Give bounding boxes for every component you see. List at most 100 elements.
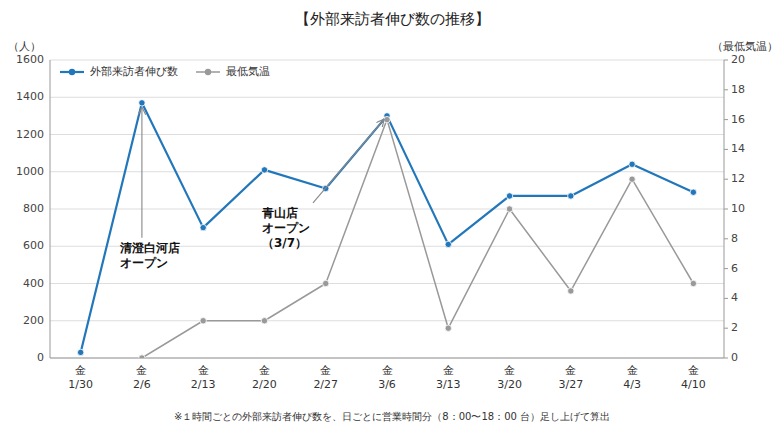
grid-line [50,60,724,61]
x-tick-label-line: 金 [320,364,331,377]
series-marker [261,167,267,173]
annotation-line: オープン [120,256,168,270]
y2-tick [724,238,728,239]
x-tick-label-line: 金 [136,364,147,377]
x-tick-label-line: 3/13 [436,378,461,391]
y2-axis-line [724,60,725,358]
y-axis-line [50,60,51,358]
grid-line [50,209,724,210]
x-tick-label-line: 3/27 [558,378,583,391]
x-tick-label: 金2/13 [191,364,216,391]
series-line [142,120,693,358]
x-axis-line [50,358,724,359]
y2-tick-label: 18 [731,83,745,96]
plot-area [77,100,696,358]
legend-label: 外部来訪者伸び数 [90,65,178,78]
y-tick-label: 800 [23,202,44,215]
y2-tick [724,209,728,210]
annotation-text: 清澄白河店オープン [119,241,180,270]
x-tick-label-line: 金 [75,364,86,377]
y-tick-label: 1000 [16,165,44,178]
annotation-arrow [313,120,384,203]
legend-marker [205,69,211,75]
series-marker [629,161,635,167]
y-tick-label: 600 [23,239,44,252]
y2-tick-label: 4 [731,291,738,304]
x-tick-label-line: 金 [627,364,638,377]
y2-tick [724,298,728,299]
y2-tick-label: 14 [731,142,745,155]
legend-marker [69,69,75,75]
series-marker [568,288,574,294]
series-marker [384,116,390,122]
x-tick-label: 金3/6 [378,364,396,391]
annotation-text: 青山店オープン（3/7） [261,206,310,250]
x-tick-label-line: 1/30 [68,378,93,391]
x-tick-label: 金2/27 [313,364,338,391]
annotation-line: 青山店 [261,206,298,220]
y2-tick-label: 20 [731,53,745,66]
x-tick-label: 金2/20 [252,364,277,391]
grid [50,60,724,358]
y2-tick-label: 10 [731,202,745,215]
footnote: ※１時間ごとの外部来訪者伸び数を、日ごとに営業時間分（8：00〜18：00 台）… [174,411,610,422]
series-marker [261,318,267,324]
x-tick-label-line: 金 [504,364,515,377]
y-tick-label: 0 [37,351,44,364]
y2-tick-label: 0 [731,351,738,364]
x-tick-label-line: 金 [198,364,209,377]
annotation-arrow [141,108,142,238]
x-tick-label-line: 金 [382,364,393,377]
grid-line [50,171,724,172]
grid-line [50,134,724,135]
x-tick-label: 金2/6 [133,364,151,391]
series-marker [323,280,329,286]
x-tick-label-line: 金 [565,364,576,377]
y-tick-label: 1600 [16,53,44,66]
y2-tick [724,328,728,329]
series-marker [568,193,574,199]
series-marker [445,241,451,247]
grid-line [50,283,724,284]
annotation-line: オープン [262,221,310,235]
x-tick-label-line: 2/27 [313,378,338,391]
annotation-line: （3/7） [262,236,307,250]
grid-line [50,358,724,359]
y2-tick [724,60,728,61]
series-marker [445,325,451,331]
x-tick-label-line: 4/10 [681,378,706,391]
x-tick-label-line: 2/6 [133,378,151,391]
annotation-line: 清澄白河店 [119,241,180,255]
y-tick-label: 1400 [16,90,44,103]
series-marker [139,355,145,358]
y2-tick [724,89,728,90]
y2-tick-label: 2 [731,321,738,334]
x-tick-label-line: 3/20 [497,378,522,391]
legend: 外部来訪者伸び数 最低気温 [60,65,270,78]
y-axis-label: （人） [8,40,41,53]
y2-tick [724,268,728,269]
x-tick-label-line: 2/13 [191,378,216,391]
grid-line [50,97,724,98]
series-line [81,103,694,353]
x-tick-label-line: 3/6 [378,378,396,391]
title: 【外部来訪者伸び数の推移】 [295,10,490,28]
chart: 【外部来訪者伸び数の推移】（人）（最低気温）020040060080010001… [0,0,784,428]
series-marker [506,206,512,212]
y-tick-label: 200 [23,314,44,327]
series-marker [77,349,83,355]
x-tick-label: 金4/10 [681,364,706,391]
series-marker [629,176,635,182]
series-marker [200,318,206,324]
x-tick-label-line: 金 [443,364,454,377]
y2-tick [724,149,728,150]
x-tick-label: 金1/30 [68,364,93,391]
y2-tick [724,179,728,180]
y2-tick-label: 12 [731,172,745,185]
legend-label: 最低気温 [226,65,270,78]
series-marker [200,224,206,230]
y2-tick [724,358,728,359]
y2-tick-label: 6 [731,262,738,275]
series-marker [506,193,512,199]
grid-line [50,320,724,321]
